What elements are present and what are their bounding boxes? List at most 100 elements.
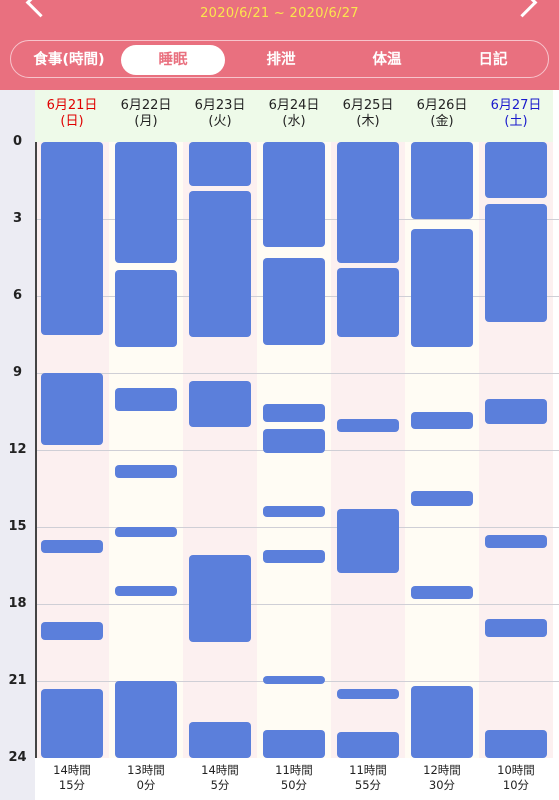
daily-total-minutes: 50分 bbox=[280, 778, 308, 792]
sleep-bar[interactable] bbox=[411, 586, 473, 599]
y-tick-label: 24 bbox=[8, 750, 27, 765]
tab-temperature[interactable]: 体温 bbox=[372, 52, 402, 68]
sleep-bar[interactable] bbox=[189, 555, 251, 643]
y-tick-label: 6 bbox=[12, 288, 23, 303]
header-bar: 2020/6/21 ~ 2020/6/27 食事(時間) 睡眠 排泄 体温 日記 bbox=[0, 0, 559, 90]
y-tick-label: 15 bbox=[8, 519, 27, 534]
day-date-label: 6月23日 bbox=[194, 98, 246, 113]
tab-bar: 食事(時間) 睡眠 排泄 体温 日記 bbox=[10, 40, 549, 78]
day-header: 6月27日 (土) bbox=[479, 90, 553, 142]
sleep-bar[interactable] bbox=[337, 732, 399, 758]
tab-excretion[interactable]: 排泄 bbox=[266, 52, 296, 68]
sleep-bar[interactable] bbox=[411, 229, 473, 348]
sleep-bar[interactable] bbox=[41, 373, 103, 445]
daily-total-hours: 10時間 bbox=[497, 763, 535, 777]
day-date-label: 6月25日 bbox=[342, 98, 394, 113]
day-date-label: 6月22日 bbox=[120, 98, 172, 113]
sleep-bar[interactable] bbox=[115, 681, 177, 758]
day-weekday-label: (金) bbox=[430, 114, 454, 129]
daily-total-hours: 12時間 bbox=[423, 763, 461, 777]
sleep-bar[interactable] bbox=[263, 429, 325, 453]
tab-meal[interactable]: 食事(時間) bbox=[33, 52, 105, 68]
sleep-bar[interactable] bbox=[263, 550, 325, 563]
day-header: 6月22日 (月) bbox=[109, 90, 183, 142]
daily-total: 11時間 55分 bbox=[331, 763, 405, 793]
sleep-bar[interactable] bbox=[263, 729, 325, 758]
gridline bbox=[35, 527, 559, 528]
gridline bbox=[35, 373, 559, 374]
sleep-bar[interactable] bbox=[263, 675, 325, 684]
sleep-bar[interactable] bbox=[411, 491, 473, 507]
day-header: 6月25日 (木) bbox=[331, 90, 405, 142]
tab-diary[interactable]: 日記 bbox=[478, 52, 508, 68]
day-header: 6月26日 (金) bbox=[405, 90, 479, 142]
sleep-bar[interactable] bbox=[411, 142, 473, 219]
sleep-bar[interactable] bbox=[41, 688, 103, 758]
day-weekday-label: (土) bbox=[504, 114, 528, 129]
sleep-bar[interactable] bbox=[485, 619, 547, 638]
y-tick-label: 9 bbox=[12, 365, 23, 380]
daily-total: 12時間 30分 bbox=[405, 763, 479, 793]
daily-total-minutes: 5分 bbox=[210, 778, 230, 792]
daily-total-minutes: 0分 bbox=[136, 778, 156, 792]
sleep-bar[interactable] bbox=[485, 142, 547, 199]
sleep-chart: 6月21日 (日) 6月22日 (月) 6月23日 (火) 6月24日 (水) 6月25日 (木)… bbox=[0, 90, 559, 800]
y-tick-label: 21 bbox=[8, 673, 27, 688]
tab-sleep[interactable]: 睡眠 bbox=[121, 45, 225, 75]
day-header: 6月23日 (火) bbox=[183, 90, 257, 142]
day-weekday-label: (月) bbox=[134, 114, 158, 129]
sleep-bar[interactable] bbox=[189, 380, 251, 427]
sleep-bar[interactable] bbox=[41, 142, 103, 335]
sleep-bar[interactable] bbox=[189, 142, 251, 186]
gridline bbox=[35, 604, 559, 605]
day-date-label: 6月27日 bbox=[490, 98, 542, 113]
sleep-bar[interactable] bbox=[263, 257, 325, 345]
sleep-bar[interactable] bbox=[485, 203, 547, 322]
y-tick-label: 18 bbox=[8, 596, 27, 611]
sleep-bar[interactable] bbox=[115, 586, 177, 597]
sleep-bar[interactable] bbox=[115, 527, 177, 538]
daily-total: 10時間 10分 bbox=[479, 763, 553, 793]
sleep-bar[interactable] bbox=[189, 190, 251, 338]
sleep-bar[interactable] bbox=[411, 411, 473, 430]
sleep-bar[interactable] bbox=[337, 267, 399, 338]
daily-total-minutes: 55分 bbox=[354, 778, 382, 792]
daily-total: 14時間 15分 bbox=[35, 763, 109, 793]
sleep-bar[interactable] bbox=[263, 142, 325, 248]
y-tick-label: 12 bbox=[8, 442, 27, 457]
daily-total-minutes: 15分 bbox=[58, 778, 86, 792]
daily-total-hours: 13時間 bbox=[127, 763, 165, 777]
sleep-bar[interactable] bbox=[485, 534, 547, 548]
y-axis-line bbox=[35, 142, 37, 758]
sleep-bar[interactable] bbox=[411, 686, 473, 758]
sleep-bar[interactable] bbox=[115, 388, 177, 412]
daily-total-hours: 11時間 bbox=[349, 763, 387, 777]
sleep-bar[interactable] bbox=[41, 539, 103, 553]
sleep-bar[interactable] bbox=[485, 729, 547, 758]
sleep-bar[interactable] bbox=[337, 419, 399, 433]
daily-total-minutes: 30分 bbox=[428, 778, 456, 792]
day-date-label: 6月24日 bbox=[268, 98, 320, 113]
sleep-bar[interactable] bbox=[337, 142, 399, 263]
sleep-bar[interactable] bbox=[263, 506, 325, 517]
y-tick-label: 0 bbox=[12, 134, 23, 149]
sleep-bar[interactable] bbox=[41, 621, 103, 640]
sleep-bar[interactable] bbox=[337, 509, 399, 574]
sleep-bar[interactable] bbox=[115, 270, 177, 348]
sleep-bar[interactable] bbox=[115, 142, 177, 263]
date-range: 2020/6/21 ~ 2020/6/27 bbox=[200, 6, 359, 21]
daily-total: 13時間 0分 bbox=[109, 763, 183, 793]
daily-total: 14時間 5分 bbox=[183, 763, 257, 793]
day-weekday-label: (日) bbox=[60, 114, 84, 129]
daily-total-hours: 11時間 bbox=[275, 763, 313, 777]
day-date-label: 6月26日 bbox=[416, 98, 468, 113]
sleep-bar[interactable] bbox=[115, 465, 177, 479]
sleep-bar[interactable] bbox=[485, 398, 547, 425]
sleep-bar[interactable] bbox=[263, 403, 325, 422]
time-axis bbox=[0, 90, 35, 800]
y-tick-label: 3 bbox=[12, 211, 23, 226]
day-weekday-label: (火) bbox=[208, 114, 232, 129]
sleep-bar[interactable] bbox=[337, 688, 399, 699]
day-weekday-label: (木) bbox=[356, 114, 380, 129]
sleep-bar[interactable] bbox=[189, 722, 251, 758]
